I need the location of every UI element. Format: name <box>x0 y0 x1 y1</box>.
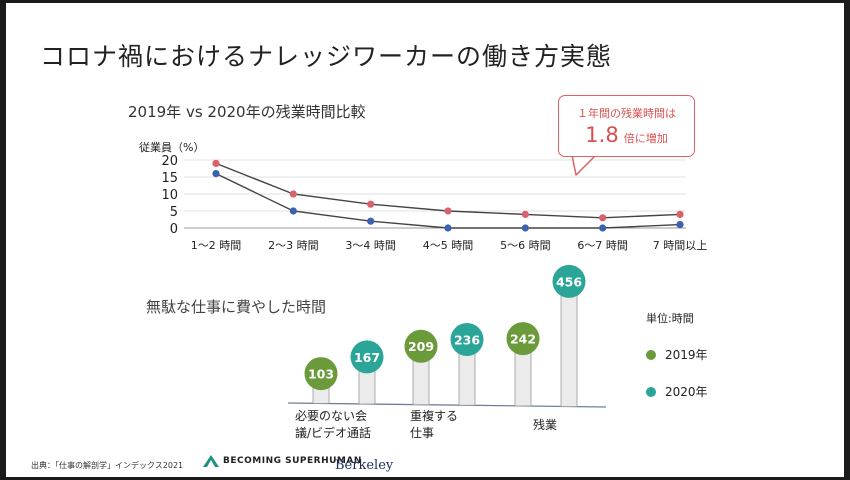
bar <box>560 283 578 407</box>
data-point <box>444 224 452 232</box>
data-point <box>289 207 297 215</box>
data-point <box>444 207 452 215</box>
bar-category-line: 残業 <box>533 418 558 432</box>
bar-value-label: 209 <box>408 339 434 354</box>
slide: コロナ禍におけるナレッジワーカーの働き方実態 2019年 vs 2020年の残業… <box>6 3 844 477</box>
line-chart-title: 2019年 vs 2020年の残業時間比較 <box>128 103 366 121</box>
legend-dot-2020 <box>646 386 656 397</box>
logo1-text: BECOMING SUPERHUMAN <box>223 456 362 466</box>
bar-chart: 103 167 209 236 242 456 <box>287 264 607 408</box>
data-point <box>212 170 220 178</box>
bar-baseline <box>287 402 607 408</box>
x-tick-label: 1～2 時間 <box>191 239 242 252</box>
callout-line1: １年間の残業時間は <box>577 107 676 120</box>
bar-value-label: 103 <box>308 367 334 382</box>
callout-value: 1.8 <box>585 123 619 147</box>
data-point <box>212 159 220 167</box>
data-point <box>289 190 297 198</box>
y-tick-label: 0 <box>170 222 178 237</box>
bar-value-bubble <box>506 322 540 356</box>
x-tick-label: 6～7 時間 <box>577 239 628 252</box>
legend-label-2019: 2019年 <box>665 348 708 362</box>
callout-box: １年間の残業時間は 1.8 倍に増加 <box>558 95 695 157</box>
bar-value-label: 167 <box>354 350 380 365</box>
y-tick-label: 5 <box>170 205 178 220</box>
data-point <box>676 210 684 218</box>
x-tick-label: 2～3 時間 <box>268 239 319 252</box>
source-note: 出典：「仕事の解剖学」インデックス2021 <box>31 461 184 470</box>
data-point <box>521 224 529 232</box>
line-chart: 0 5 10 15 20 1～2 時間 2～3 時間 3～4 時間 4～5 時間 5～6 時間 6～… <box>161 153 708 252</box>
legend-item-2020: 2020年 <box>646 383 708 400</box>
bar-category-line: 議/ビデオ通話 <box>295 426 372 440</box>
callout-tail <box>571 154 597 176</box>
legend-dot-2019 <box>646 349 656 360</box>
x-tick-label: 7 時間以上 <box>653 239 708 252</box>
bar-value-bubble <box>304 357 338 391</box>
bar-category-line: 仕事 <box>410 426 435 440</box>
bar-value-bubble <box>350 340 384 374</box>
bar-category-label-meetings: 必要のない会 議/ビデオ通話 <box>295 408 371 442</box>
data-point <box>367 217 375 225</box>
data-point <box>599 224 607 232</box>
bar-chart-title: 無駄な仕事に費やした時間 <box>146 298 327 316</box>
legend-label-2020: 2020年 <box>665 385 708 399</box>
bar-value-label: 236 <box>454 333 480 348</box>
data-point <box>676 221 684 229</box>
data-point <box>599 214 607 222</box>
callout-suffix: 倍に増加 <box>623 132 668 145</box>
x-tick-label: 4～5 時間 <box>423 239 474 252</box>
bar-value-bubble <box>404 329 438 363</box>
legend-item-2019: 2019年 <box>646 346 708 363</box>
bar-category-label-duplicate: 重複する 仕事 <box>410 408 458 442</box>
page-title: コロナ禍におけるナレッジワーカーの働き方実態 <box>40 42 613 71</box>
bar-category-line: 重複する <box>410 409 459 423</box>
line-chart-ylabel: 従業員（%） <box>139 141 205 154</box>
unit-label: 単位:時間 <box>646 312 694 325</box>
x-tick-label: 5～6 時間 <box>500 239 551 252</box>
logo-mark-icon <box>203 455 219 467</box>
bar-value-label: 456 <box>556 274 582 289</box>
berkeley-logo: Berkeley <box>335 458 394 473</box>
data-point <box>521 210 529 218</box>
x-tick-label: 3～4 時間 <box>345 239 396 252</box>
y-tick-label: 15 <box>161 171 178 186</box>
bar-category-label-overtime: 残業 <box>533 417 557 434</box>
becoming-superhuman-logo: BECOMING SUPERHUMAN <box>203 455 362 467</box>
y-tick-label: 20 <box>161 154 178 169</box>
bar-value-bubble <box>552 264 586 298</box>
y-tick-label: 10 <box>161 188 178 203</box>
bar-value-label: 242 <box>510 332 536 347</box>
bar-value-bubble <box>450 323 484 357</box>
callout-line2: 1.8 倍に増加 <box>559 123 694 147</box>
bar-category-line: 必要のない会 <box>295 409 368 423</box>
data-point <box>367 200 375 208</box>
